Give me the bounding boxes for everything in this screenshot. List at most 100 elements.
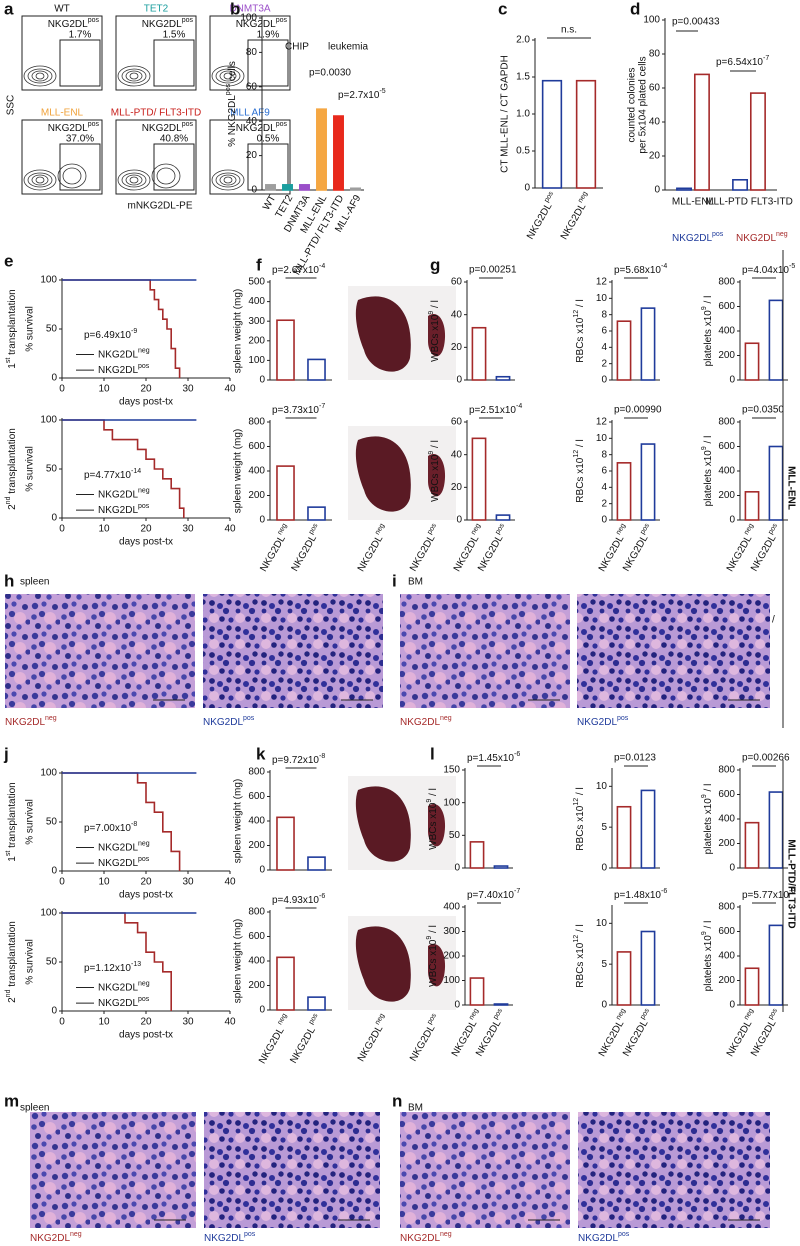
photo-label-part: NKG2DL [356, 1023, 386, 1064]
annotation-part: p=1.12x10 [84, 963, 131, 974]
annotation-part: -8 [131, 821, 137, 828]
bar [333, 115, 344, 191]
side-label: 2nd transplantation [5, 428, 17, 510]
side-label: 1st transplantation [5, 782, 17, 861]
flow-plot [209, 15, 291, 91]
y-axis-label: spleen weight (mg) [233, 779, 244, 863]
x-tick-label: 0 [59, 384, 65, 395]
x-tick-label-part: neg [577, 191, 589, 205]
y-tick-label: 0 [524, 183, 530, 194]
annotation: p=1.12x10-13 [84, 961, 141, 973]
x-tick-label: 10 [98, 384, 110, 395]
legend-label: NKG2DLneg [98, 488, 150, 500]
legend-label-part: neg [138, 981, 150, 988]
y-tick-label: 100 [40, 275, 57, 286]
side-label-part: st [5, 358, 12, 364]
y-axis-label-part: RBCs x10 [575, 805, 586, 850]
y-tick-label: 100 [240, 13, 257, 24]
y-axis-label-part: 12 [573, 450, 580, 458]
image-caption: NKG2DLpos [204, 1231, 256, 1243]
annotation: p=4.04x10-5 [742, 263, 795, 275]
contour [117, 65, 151, 87]
x-tick-label-part: pos [544, 190, 556, 204]
x-tick-label: NKG2DLneg [257, 523, 294, 574]
bar [276, 319, 295, 381]
contour [215, 68, 241, 84]
annotation: p=0.00990 [614, 405, 662, 416]
y-tick-label: 100 [40, 908, 57, 919]
y-tick-label: 600 [248, 931, 265, 942]
y-tick-label: 0 [51, 513, 57, 524]
bar [495, 375, 511, 381]
x-tick-label: NKG2DLpos [288, 522, 325, 573]
y-tick-label: 400 [718, 814, 735, 825]
bar [469, 841, 485, 869]
annotation-part: p=2.7x10 [338, 90, 380, 101]
y-tick-label: 50 [449, 830, 461, 841]
y-axis-label: counted colonies [627, 67, 638, 142]
legend-label: NKG2DLneg [736, 231, 788, 243]
spleen [355, 296, 411, 372]
legend-label-part: NKG2DL [98, 982, 138, 993]
y-tick-label: 150 [443, 765, 460, 776]
contour [57, 163, 87, 189]
side-label-part: 2 [7, 997, 18, 1003]
contour [121, 68, 147, 84]
annotation-part: p=4.93x10 [272, 895, 319, 906]
side-label-part: transplantation [7, 782, 18, 850]
legend-label-part: NKG2DL [736, 233, 776, 244]
y-tick-label: 100 [443, 975, 460, 986]
contour [117, 169, 151, 191]
bar [640, 307, 656, 381]
histology-image [5, 594, 195, 708]
annotation-part: -4 [661, 263, 667, 270]
bar [744, 821, 760, 869]
annotation: p=3.73x10-7 [272, 403, 325, 415]
y-tick-label: 2 [601, 358, 607, 369]
y-tick-label: 60 [649, 83, 661, 94]
annotation: n.s. [561, 25, 577, 36]
y-axis-label: spleen weight (mg) [233, 429, 244, 513]
y-axis-label-part: / l [428, 925, 439, 936]
y-tick-label: 200 [248, 980, 265, 991]
y-tick-label: 200 [248, 490, 265, 501]
y-axis-label-part: RBCs x10 [575, 942, 586, 987]
annotation: p=2.7x10-5 [338, 88, 386, 100]
y-tick-label: 200 [443, 951, 460, 962]
y-tick-label: 0 [259, 1005, 265, 1016]
contour [35, 176, 45, 184]
x-tick-label: 0 [59, 877, 65, 888]
y-tick-label: 80 [246, 47, 258, 58]
image-caption: NKG2DLneg [5, 715, 57, 727]
gate-label-part: NKG2DL [48, 123, 88, 134]
annotation: p=2.67x10-4 [272, 263, 325, 275]
legend-label-part: NKG2DL [98, 858, 138, 869]
y-tick-label: 800 [248, 417, 265, 428]
y-tick-label: 100 [40, 415, 57, 426]
annotation-part: -7 [763, 55, 769, 62]
panel-letter: h [4, 571, 14, 590]
gate-label: NKG2DLpos [142, 17, 194, 29]
y-axis-label: spleen weight (mg) [233, 919, 244, 1003]
gate-label-part: pos [276, 121, 288, 128]
gate-percent: 1.9% [257, 30, 280, 41]
bar [744, 967, 760, 1006]
gate [153, 143, 195, 191]
legend-label-part: neg [138, 841, 150, 848]
x-tick-label: MLL-PTD FLT3-ITD [705, 197, 793, 208]
bar [749, 92, 766, 191]
spleen [355, 926, 411, 1002]
y-axis-label-part: 9 [428, 451, 435, 455]
y-tick-label: 500 [248, 277, 265, 288]
y-axis-label-part: 9 [701, 931, 708, 935]
bar [307, 856, 326, 871]
photo-label-part: neg [374, 1013, 386, 1027]
photo-label-part: NKG2DL [356, 533, 386, 574]
gate-label-part: pos [88, 17, 100, 24]
y-axis-label: platelets x109 / l [701, 784, 713, 855]
y-tick-label: 0 [729, 515, 735, 526]
contour [62, 167, 82, 185]
annotation-part: -13 [131, 961, 141, 968]
y-tick-label: 50 [46, 957, 58, 968]
photo-label: NKG2DLpos [407, 1012, 444, 1063]
